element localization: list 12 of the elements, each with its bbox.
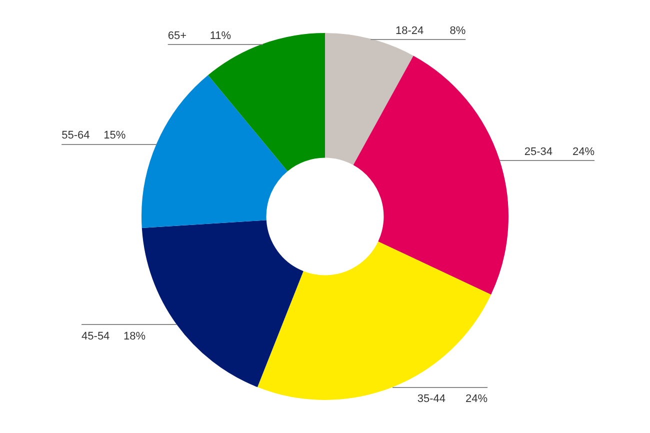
data-label: 8% [450,24,466,37]
slice-label: 18-24 [395,24,424,37]
slice-label: 25-34 [524,146,553,158]
slice-label: 45-54 [82,330,110,342]
slice-label: 65+ [168,30,187,42]
data-label: 24% [466,393,488,406]
data-label: 18% [124,330,146,342]
data-label: 15% [104,130,126,142]
slice-label: 35-44 [417,393,446,406]
data-label: 11% [210,30,232,42]
slice-label: 55-64 [62,130,90,142]
data-label: 24% [572,146,595,158]
